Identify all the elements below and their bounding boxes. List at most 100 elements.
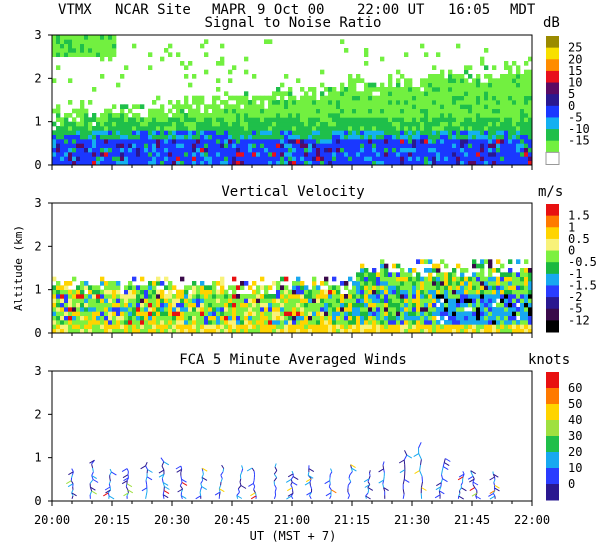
field-cell [120, 152, 125, 157]
field-cell [388, 281, 393, 286]
field-cell [472, 130, 477, 136]
field-cell [192, 324, 197, 330]
field-cell [512, 74, 517, 79]
field-cell [388, 134, 393, 140]
field-cell [240, 126, 245, 131]
field-cell [376, 121, 381, 127]
wind-barb-flag [195, 495, 201, 500]
field-cell [240, 108, 245, 114]
field-cell [316, 302, 321, 308]
field-cell [160, 152, 165, 157]
field-cell [84, 126, 89, 131]
field-cell [64, 147, 69, 153]
field-cell [412, 126, 417, 131]
field-cell [500, 307, 505, 312]
field-cell [428, 272, 433, 278]
field-cell [328, 139, 333, 144]
field-cell [500, 95, 505, 101]
field-cell [476, 160, 481, 166]
field-cell [356, 152, 361, 157]
field-cell [56, 143, 61, 149]
wind-barb-shaft [403, 454, 408, 461]
field-cell [408, 315, 413, 321]
field-cell [520, 82, 525, 88]
field-cell [228, 113, 233, 118]
field-cell [460, 324, 465, 330]
field-cell [460, 95, 465, 101]
field-cell [188, 307, 193, 312]
field-cell [512, 95, 517, 101]
field-cell [60, 48, 65, 53]
field-cell [344, 104, 349, 110]
wind-barb-shaft [220, 478, 223, 483]
wind-barb-flag [472, 481, 479, 486]
field-cell [104, 130, 109, 136]
field-cell [456, 152, 461, 157]
field-cell [80, 130, 85, 136]
field-cell [340, 328, 345, 334]
field-cell [200, 43, 205, 49]
field-cell [152, 289, 157, 295]
field-cell [452, 100, 457, 105]
field-cell [440, 307, 445, 312]
field-cell [488, 281, 493, 286]
field-cell [448, 108, 453, 114]
field-cell [60, 152, 65, 157]
field-cell [456, 289, 461, 295]
field-cell [488, 126, 493, 131]
field-cell [196, 126, 201, 131]
field-cell [468, 152, 473, 157]
field-cell [392, 302, 397, 308]
field-cell [388, 139, 393, 144]
field-cell [220, 134, 225, 140]
field-cell [228, 108, 233, 114]
field-cell [508, 156, 513, 162]
field-cell [292, 328, 297, 334]
field-cell [208, 324, 213, 330]
field-cell [264, 156, 269, 162]
wind-barb-shaft [347, 481, 352, 486]
field-cell [332, 311, 337, 317]
field-cell [360, 117, 365, 123]
field-cell [300, 152, 305, 157]
field-cell [228, 134, 233, 140]
field-cell [364, 320, 369, 325]
field-cell [296, 320, 301, 325]
field-cell [308, 134, 313, 140]
field-cell [512, 130, 517, 136]
field-cell [56, 113, 61, 118]
field-cell [256, 315, 261, 321]
field-cell [276, 294, 281, 299]
field-cell [356, 91, 361, 97]
field-cell [112, 147, 117, 153]
field-cell [428, 324, 433, 330]
field-cell [124, 152, 129, 157]
field-cell [208, 320, 213, 325]
field-cell [504, 307, 509, 312]
field-cell [492, 121, 497, 127]
field-cell [372, 315, 377, 321]
field-cell [416, 108, 421, 114]
field-cell [524, 69, 529, 75]
field-cell [392, 285, 397, 291]
field-cell [280, 139, 285, 144]
field-cell [168, 130, 173, 136]
field-cell [320, 130, 325, 136]
field-cell [252, 320, 257, 325]
field-cell [276, 311, 281, 317]
field-cell [212, 147, 217, 153]
field-cell [460, 311, 465, 317]
field-cell [420, 143, 425, 149]
field-cell [224, 328, 229, 334]
field-cell [60, 298, 65, 304]
field-cell [396, 104, 401, 110]
field-cell [492, 95, 497, 101]
field-cell [184, 285, 189, 291]
field-cell [496, 328, 501, 334]
field-cell [360, 263, 365, 269]
field-cell [384, 143, 389, 149]
field-cell [496, 276, 501, 282]
field-cell [468, 160, 473, 166]
field-cell [100, 328, 105, 334]
field-cell [476, 276, 481, 282]
